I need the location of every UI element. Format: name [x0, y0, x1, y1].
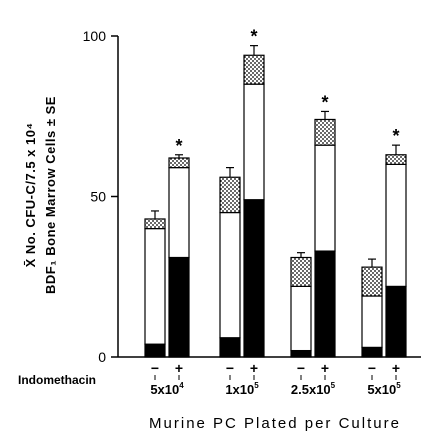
bar-segment-black-g0-b1	[168, 256, 190, 358]
group-label-1: 1x105	[225, 381, 259, 397]
indomethacin-sign-g2-b1: +	[321, 360, 329, 376]
y-tick-label-100: 100	[83, 28, 107, 44]
bar-segment-white-g2-b0	[290, 285, 312, 352]
indomethacin-sign-g2-b0: −	[297, 360, 305, 376]
indomethacin-sign-g3-b1: +	[392, 360, 400, 376]
bar-segment-white-g1-b1	[243, 83, 265, 201]
indomethacin-sign-g0-b0: −	[151, 360, 159, 376]
bar-segment-white-g0-b1	[168, 167, 190, 259]
group-label-0: 5x104	[150, 381, 184, 397]
bar-segment-stippled-g0-b0	[144, 218, 166, 230]
indomethacin-sign-g0-b1: +	[175, 360, 183, 376]
bar-segment-white-g2-b1	[314, 144, 336, 252]
bar-segment-black-g1-b1	[243, 199, 265, 358]
group-label-3: 5x105	[367, 381, 401, 397]
bar-segment-black-g2-b1	[314, 250, 336, 358]
bar-segment-stippled-g3-b1	[385, 154, 407, 166]
significance-star-g1: *	[250, 27, 257, 47]
bar-segment-black-g1-b0	[219, 337, 241, 358]
significance-star-g3: *	[392, 126, 399, 146]
bar-segment-stippled-g3-b0	[361, 266, 383, 297]
condition-label: Indomethacin	[18, 373, 96, 387]
x-axis-title: Murine PC Plated per Culture	[149, 415, 401, 432]
bar-segment-white-g3-b1	[385, 163, 407, 287]
bar-segment-black-g3-b0	[361, 346, 383, 358]
bar-segment-stippled-g2-b0	[290, 256, 312, 287]
bar-segment-black-g3-b1	[385, 285, 407, 358]
bar-segment-white-g1-b0	[219, 211, 241, 339]
bar-segment-stippled-g2-b1	[314, 118, 336, 146]
bar-segment-stippled-g0-b1	[168, 157, 190, 169]
indomethacin-sign-g1-b1: +	[250, 360, 258, 376]
indomethacin-sign-g3-b0: −	[368, 360, 376, 376]
indomethacin-sign-g1-b0: −	[226, 360, 234, 376]
y-tick-label-0: 0	[98, 349, 106, 365]
significance-star-g0: *	[175, 136, 182, 156]
bar-segment-black-g2-b0	[290, 349, 312, 358]
y-axis-title: X̄ No. CFU-C/7.5 x 10⁴ BDF₁ Bone Marrow …	[23, 96, 58, 294]
group-label-2: 2.5x105	[291, 381, 336, 397]
bar-segment-stippled-g1-b0	[219, 176, 241, 214]
y-ticks: 0 50 100	[83, 28, 118, 365]
y-axis-title-line1: X̄ No. CFU-C/7.5 x 10⁴	[23, 123, 38, 268]
x-labels: − +5x104− +1x105− +2.5x105− +5x105	[150, 360, 401, 397]
bar-segment-stippled-g1-b1	[243, 54, 265, 85]
bar-segment-black-g0-b0	[144, 343, 166, 358]
y-axis-title-line2: BDF₁ Bone Marrow Cells ± SE	[43, 96, 58, 294]
bar-segment-white-g3-b0	[361, 295, 383, 348]
bar-segment-white-g0-b0	[144, 228, 166, 345]
bars: * * * *	[144, 27, 407, 358]
significance-star-g2: *	[321, 92, 328, 112]
y-tick-label-50: 50	[90, 189, 106, 205]
